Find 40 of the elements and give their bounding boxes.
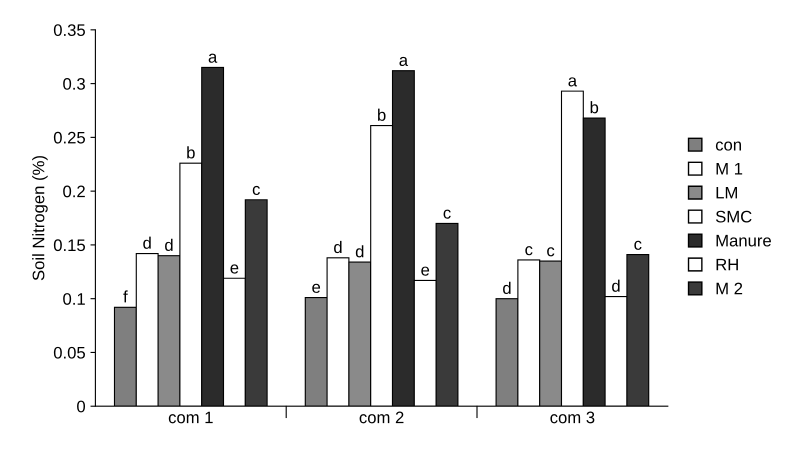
- x-tick-label: com 3: [550, 412, 594, 424]
- data-label: d: [165, 238, 173, 251]
- data-label: e: [312, 284, 320, 293]
- data-label: c: [525, 246, 533, 256]
- data-label: c: [444, 210, 451, 219]
- data-label: b: [378, 108, 386, 121]
- data-label: d: [356, 245, 364, 258]
- y-tick-label: 0.15: [54, 239, 85, 252]
- y-axis-title: Soil Nitrogen (%): [32, 156, 48, 280]
- data-label: c: [252, 186, 260, 196]
- data-label: a: [208, 54, 218, 63]
- data-label: d: [503, 282, 511, 294]
- x-tick-label: com 2: [360, 412, 404, 424]
- y-tick-label: 0.2: [63, 186, 85, 198]
- y-tick-label: 0.05: [54, 346, 85, 359]
- legend-label: RH: [716, 258, 738, 270]
- legend-label: M 1: [716, 162, 742, 174]
- data-label: a: [568, 77, 578, 86]
- y-tick-label: 0.3: [63, 78, 85, 90]
- y-tick-label: 0.25: [54, 132, 85, 144]
- legend-label: LM: [716, 186, 737, 198]
- data-label: d: [334, 240, 342, 254]
- legend-label: Manure: [716, 234, 771, 246]
- data-label: d: [143, 236, 151, 249]
- data-label: c: [547, 247, 554, 256]
- data-label: b: [187, 146, 195, 158]
- legend-label: SMC: [716, 210, 752, 223]
- legend-label: M 2: [716, 282, 742, 294]
- data-label: a: [399, 56, 408, 66]
- data-label: f: [123, 290, 128, 302]
- y-tick-label: 0: [77, 400, 86, 412]
- y-tick-label: 0.1: [63, 293, 85, 305]
- data-label: d: [612, 280, 620, 292]
- x-tick-label: com 1: [168, 412, 213, 424]
- data-label: b: [590, 101, 598, 114]
- data-label: c: [634, 240, 642, 250]
- legend-label: con: [716, 142, 741, 151]
- data-label: e: [421, 266, 430, 276]
- y-tick-label: 0.35: [54, 24, 85, 36]
- data-label: e: [230, 264, 238, 274]
